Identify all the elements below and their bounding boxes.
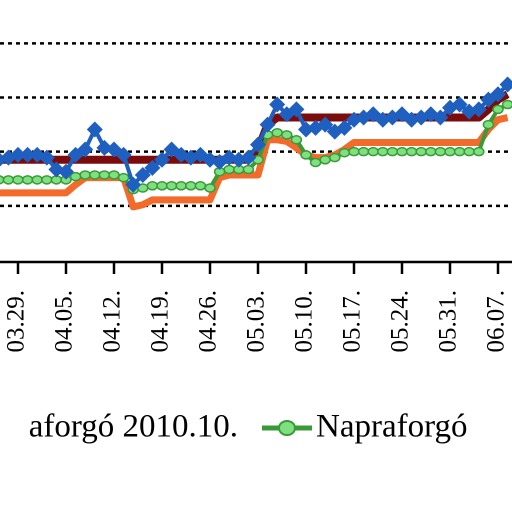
point [115,146,132,163]
x-tick-label: 05.03. [243,290,270,353]
point [463,146,475,157]
point [98,170,111,180]
point [125,176,142,193]
point [281,130,293,140]
point [319,155,331,165]
point [482,119,495,130]
point [194,181,207,191]
x-tick-label: 03.29. [3,290,30,353]
legend-marker [278,420,296,436]
point [300,150,312,160]
point [165,181,178,191]
point [453,146,466,157]
point [242,164,255,175]
x-tick-label: 05.24. [387,290,414,353]
point [12,175,24,185]
point [444,146,456,157]
point [250,136,266,153]
point [473,146,485,157]
point [175,181,187,191]
point [367,146,379,157]
point [108,170,120,180]
point [154,151,170,168]
x-tick-label: 05.31. [435,290,462,353]
point [288,101,305,118]
point [386,146,399,157]
point [156,181,168,191]
point [357,146,370,157]
point [396,146,408,157]
point [58,163,74,180]
point [10,146,26,163]
x-tick-label: 04.12. [99,290,126,353]
point [77,141,94,158]
x-tick-label: 04.05. [51,290,78,353]
legend-label: aforgó 2010.10. [29,409,238,445]
point [348,146,360,157]
point [204,183,216,193]
point [134,166,151,183]
point [309,157,322,168]
point [501,99,512,110]
point [317,116,334,133]
point [79,170,91,180]
x-tick-label: 05.10. [291,290,318,353]
point [336,119,353,136]
legend-label: Napraforgó [316,409,468,445]
point [185,181,197,191]
point [499,76,512,93]
point [290,135,303,145]
point [41,175,53,185]
point [144,159,161,176]
point [434,146,447,157]
point [89,170,101,180]
point [451,96,468,113]
x-tick-label: 06.07. [483,290,510,353]
point [240,149,257,166]
point [21,175,34,185]
x-tick-label: 04.19. [147,290,174,353]
point [470,101,487,118]
point [338,148,351,158]
point [490,86,506,103]
point [269,96,286,113]
x-tick-label: 04.26. [195,290,222,353]
point [425,146,437,157]
point [31,175,43,185]
point [69,171,82,182]
point [146,181,159,191]
point [415,146,427,157]
point [492,104,504,115]
point [432,109,449,126]
point [117,172,130,183]
point [377,146,389,157]
point [223,164,235,175]
point [405,146,418,157]
point [2,175,15,185]
point [259,116,276,133]
x-tick-label: 05.17. [339,290,366,353]
point [329,152,341,163]
point [86,121,103,138]
point [19,146,36,163]
point [271,127,283,138]
point [38,149,55,166]
